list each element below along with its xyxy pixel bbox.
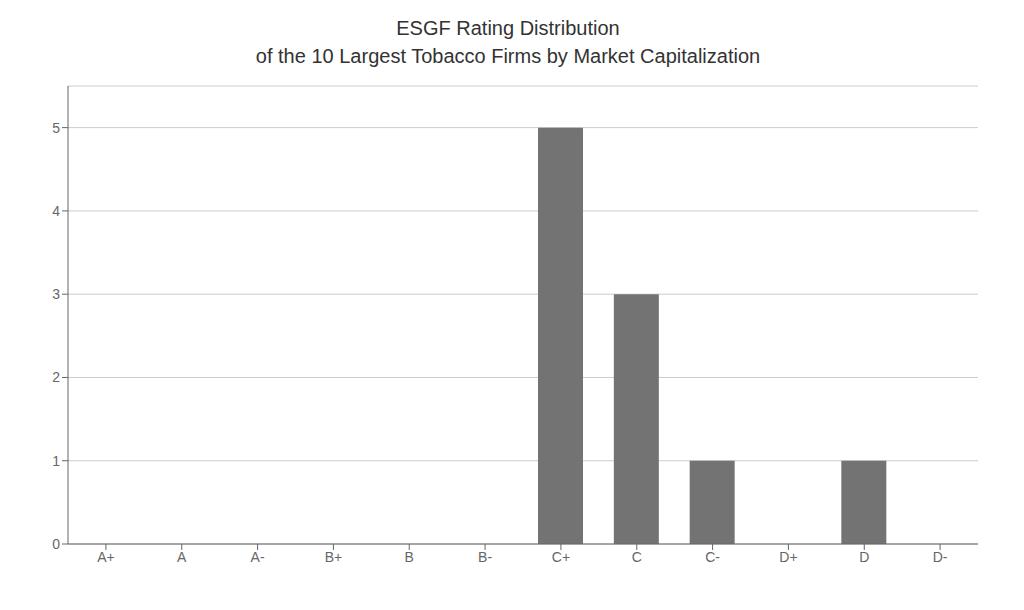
svg-text:A+: A+	[97, 549, 115, 565]
svg-text:D+: D+	[779, 549, 797, 565]
svg-text:A: A	[177, 549, 187, 565]
html-text:of the 10 Largest Tobacco Firm: of the 10 Largest Tobacco Firms by Marke…	[255, 45, 761, 67]
svg-text:3: 3	[52, 286, 60, 302]
html-text:ESGF Rating Distribution: ESGF Rating Distribution	[396, 17, 620, 39]
svg-text:0: 0	[52, 536, 60, 552]
svg-text:5: 5	[52, 120, 60, 136]
svg-text:B+: B+	[325, 549, 343, 565]
svg-text:4: 4	[52, 203, 60, 219]
svg-text:D-: D-	[933, 549, 948, 565]
svg-text:B: B	[405, 549, 414, 565]
svg-text:A-: A-	[251, 549, 265, 565]
svg-text:C+: C+	[552, 549, 570, 565]
svg-text:B-: B-	[478, 549, 492, 565]
svg-text:D: D	[859, 549, 869, 565]
svg-text:C-: C-	[705, 549, 720, 565]
svg-text:C: C	[632, 549, 642, 565]
svg-text:2: 2	[52, 369, 60, 385]
svg-text:1: 1	[52, 453, 60, 469]
